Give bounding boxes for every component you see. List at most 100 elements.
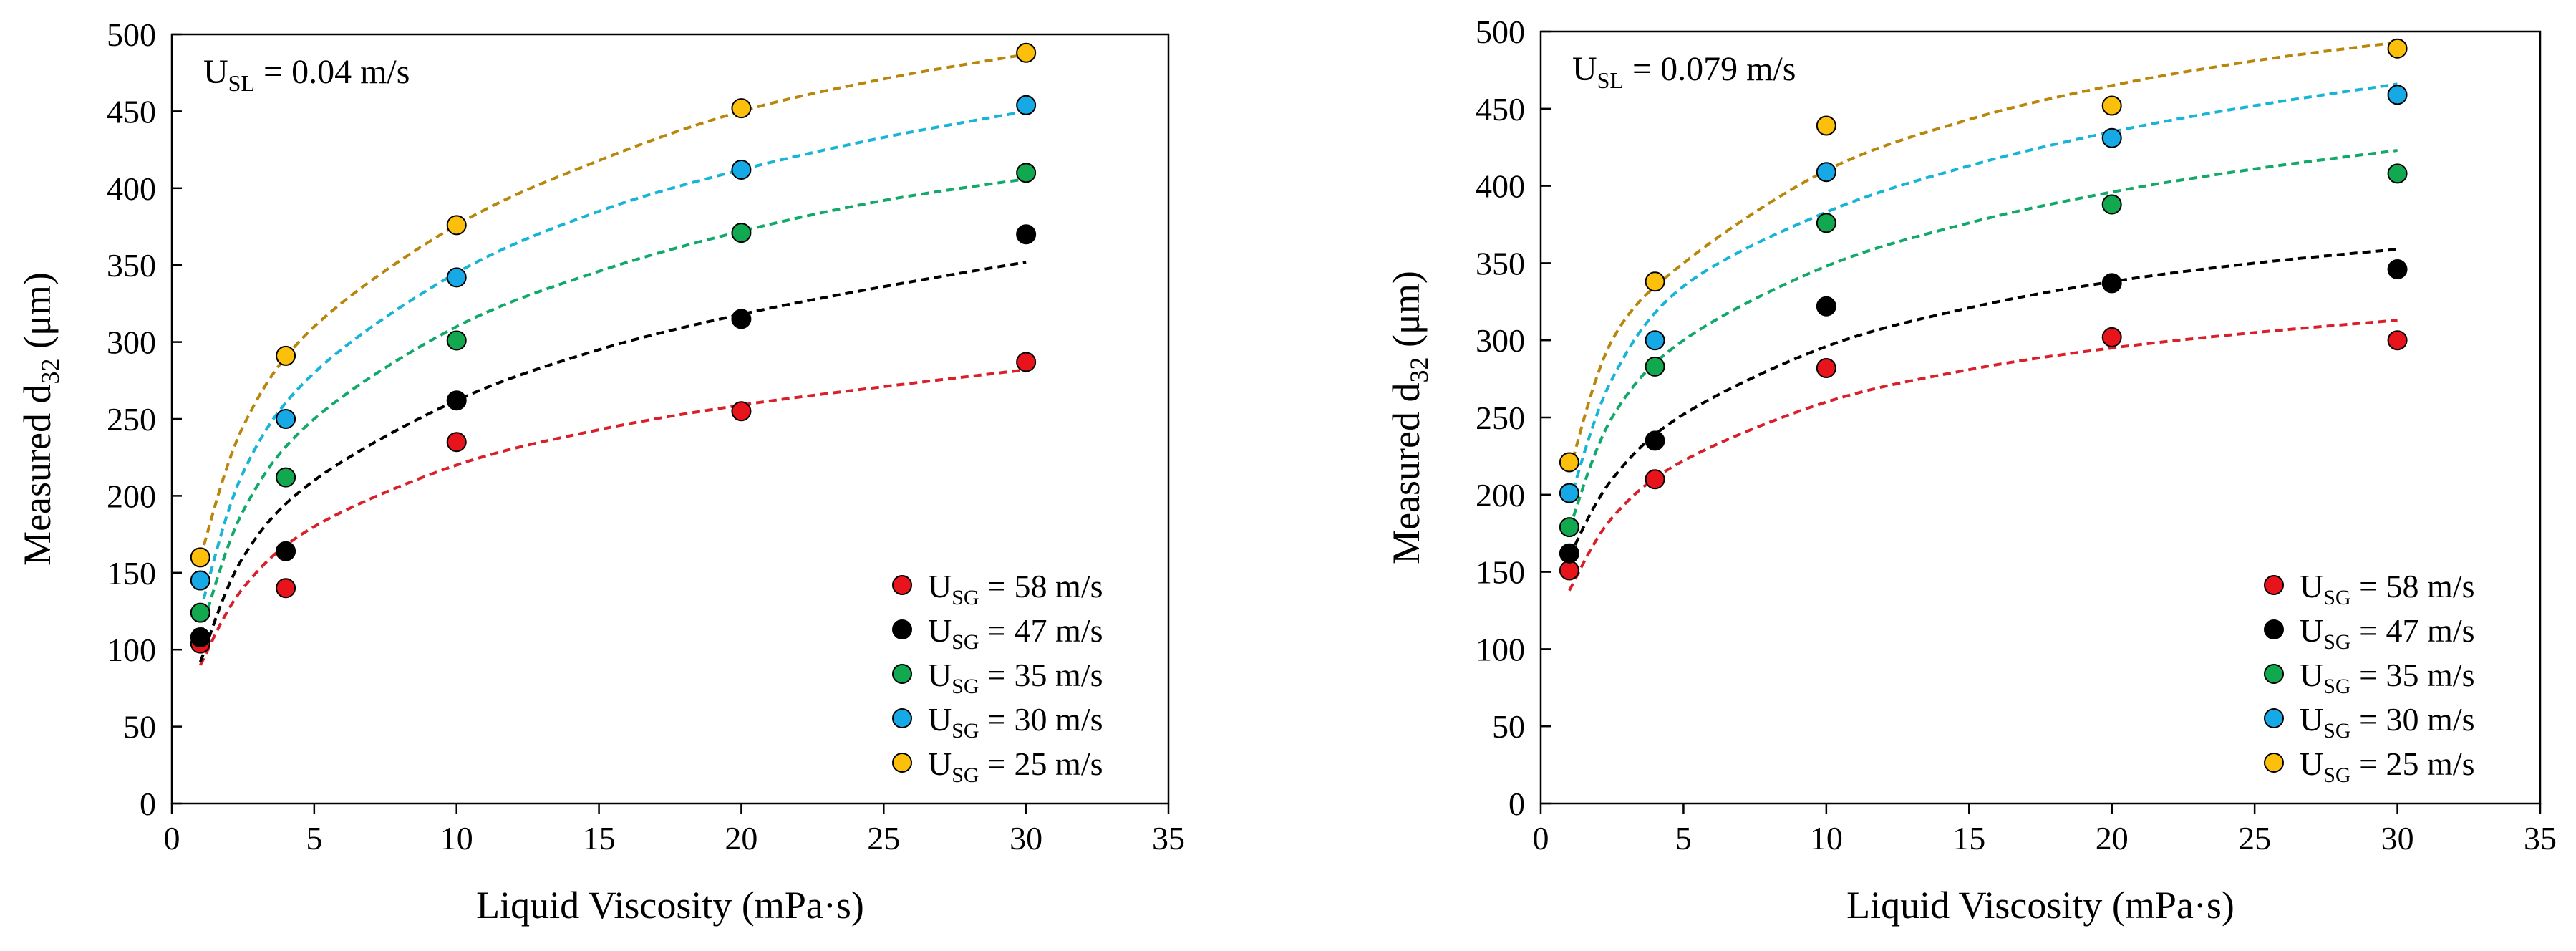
y-tick-label: 300 <box>107 324 156 361</box>
data-point-series-4 <box>2101 127 2122 148</box>
data-point-series-2 <box>731 309 752 329</box>
data-point-series-5 <box>276 345 296 366</box>
fit-curve-series-1 <box>199 368 1027 666</box>
data-point-series-5 <box>446 215 467 236</box>
data-point-series-3 <box>731 223 752 243</box>
fit-curve-series-1 <box>1568 319 2398 592</box>
y-tick-label: 250 <box>1476 400 1525 436</box>
data-point-series-2 <box>276 541 296 561</box>
legend-label: USG = 30 m/s <box>2300 701 2475 743</box>
fit-curve-series-3 <box>198 177 1027 635</box>
fit-curve-series-2 <box>1568 248 2398 558</box>
data-point-series-5 <box>1816 115 1836 136</box>
legend-label: USG = 47 m/s <box>928 612 1103 654</box>
legend-label: USG = 25 m/s <box>928 745 1103 787</box>
legend-marker <box>892 708 912 728</box>
fit-curve-series-4 <box>198 110 1027 612</box>
legend-marker <box>892 575 912 595</box>
data-point-series-4 <box>446 267 467 288</box>
data-point-series-1 <box>446 432 467 453</box>
data-point-series-1 <box>731 401 752 422</box>
x-tick-label: 0 <box>164 820 180 856</box>
condition-annotation: USL = 0.04 m/s <box>203 53 410 96</box>
data-point-series-2 <box>1016 224 1037 245</box>
legend-marker <box>892 664 912 684</box>
data-point-series-5 <box>2101 95 2122 116</box>
data-point-series-4 <box>731 160 752 180</box>
y-tick-label: 300 <box>1476 322 1525 359</box>
x-tick-label: 5 <box>1675 820 1692 856</box>
chart-panel-2: 0 50 100 150 200 250 300 350 400 450 500 0 5 10 15 20 25… <box>1385 14 2557 927</box>
data-point-series-3 <box>446 330 467 351</box>
x-tick-label: 0 <box>1533 820 1549 856</box>
data-point-series-3 <box>2101 194 2122 215</box>
legend-marker <box>2264 753 2284 773</box>
y-tick-label: 400 <box>1476 168 1525 205</box>
chart-panel-1: 0 50 100 150 200 250 300 350 400 450 500 0 5 10 15 20 25… <box>16 16 1185 927</box>
x-tick-label: 35 <box>2524 820 2557 856</box>
y-tick-label: 350 <box>1476 245 1525 281</box>
data-point-series-4 <box>276 409 296 429</box>
data-point-series-2 <box>190 627 210 648</box>
y-tick-label: 150 <box>1476 554 1525 591</box>
data-point-series-4 <box>1559 483 1579 503</box>
data-point-series-3 <box>1816 213 1836 233</box>
data-point-series-3 <box>1645 356 1665 377</box>
x-tick-label: 10 <box>1810 820 1843 856</box>
y-tick-label: 500 <box>107 16 156 53</box>
data-point-series-1 <box>1816 358 1836 379</box>
data-point-series-3 <box>1016 163 1037 183</box>
data-point-series-4 <box>1016 95 1037 115</box>
data-point-series-4 <box>2387 85 2408 105</box>
legend-marker <box>2264 708 2284 728</box>
legend-label: USG = 35 m/s <box>2300 657 2475 698</box>
fit-curve-series-4 <box>1568 82 2398 503</box>
x-tick-label: 15 <box>1952 820 1985 856</box>
fit-curve-series-3 <box>1568 149 2398 529</box>
fit-curve-series-2 <box>198 260 1027 663</box>
legend-label: USG = 30 m/s <box>928 701 1103 743</box>
legend-label: USG = 58 m/s <box>928 568 1103 609</box>
y-tick-label: 450 <box>107 93 156 130</box>
y-tick-label: 100 <box>107 632 156 668</box>
data-point-series-2 <box>2101 273 2122 294</box>
data-point-series-2 <box>1559 543 1579 564</box>
x-axis-title: Liquid Viscosity (mPa·s) <box>1846 884 2234 927</box>
data-point-series-5 <box>190 547 210 568</box>
data-point-series-5 <box>2387 38 2408 59</box>
y-tick-label: 50 <box>1492 708 1525 745</box>
legend-marker <box>2264 575 2284 595</box>
legend-label: USG = 35 m/s <box>928 657 1103 698</box>
y-tick-label: 200 <box>1476 477 1525 513</box>
x-tick-label: 25 <box>867 820 900 856</box>
y-tick-label: 200 <box>107 478 156 514</box>
y-axis-title: Measured d32 (μm) <box>1385 271 1433 564</box>
data-point-series-3 <box>2387 163 2408 184</box>
data-point-series-5 <box>1645 271 1665 292</box>
y-tick-label: 50 <box>123 709 156 745</box>
y-axis-title: Measured d32 (μm) <box>16 272 64 566</box>
condition-annotation: USL = 0.079 m/s <box>1572 50 1796 93</box>
data-point-series-3 <box>190 602 210 623</box>
x-tick-label: 5 <box>306 820 322 856</box>
legend-marker <box>2264 664 2284 684</box>
legend-label: USG = 47 m/s <box>2300 612 2475 654</box>
fit-curve-series-5 <box>1567 41 2398 473</box>
data-point-series-3 <box>1559 517 1579 538</box>
y-tick-label: 350 <box>107 247 156 284</box>
data-point-series-4 <box>1816 162 1836 183</box>
data-point-series-4 <box>1645 330 1665 351</box>
x-axis-title: Liquid Viscosity (mPa·s) <box>476 884 864 927</box>
fit-curve-series-5 <box>198 52 1027 558</box>
data-point-series-1 <box>2387 330 2408 351</box>
y-tick-label: 150 <box>107 555 156 592</box>
data-point-series-4 <box>190 570 210 591</box>
data-point-series-1 <box>276 578 296 599</box>
x-tick-label: 35 <box>1152 820 1185 856</box>
y-tick-label: 450 <box>1476 91 1525 127</box>
data-point-series-5 <box>731 98 752 119</box>
data-point-series-1 <box>1559 560 1579 581</box>
y-tick-label: 250 <box>107 401 156 438</box>
